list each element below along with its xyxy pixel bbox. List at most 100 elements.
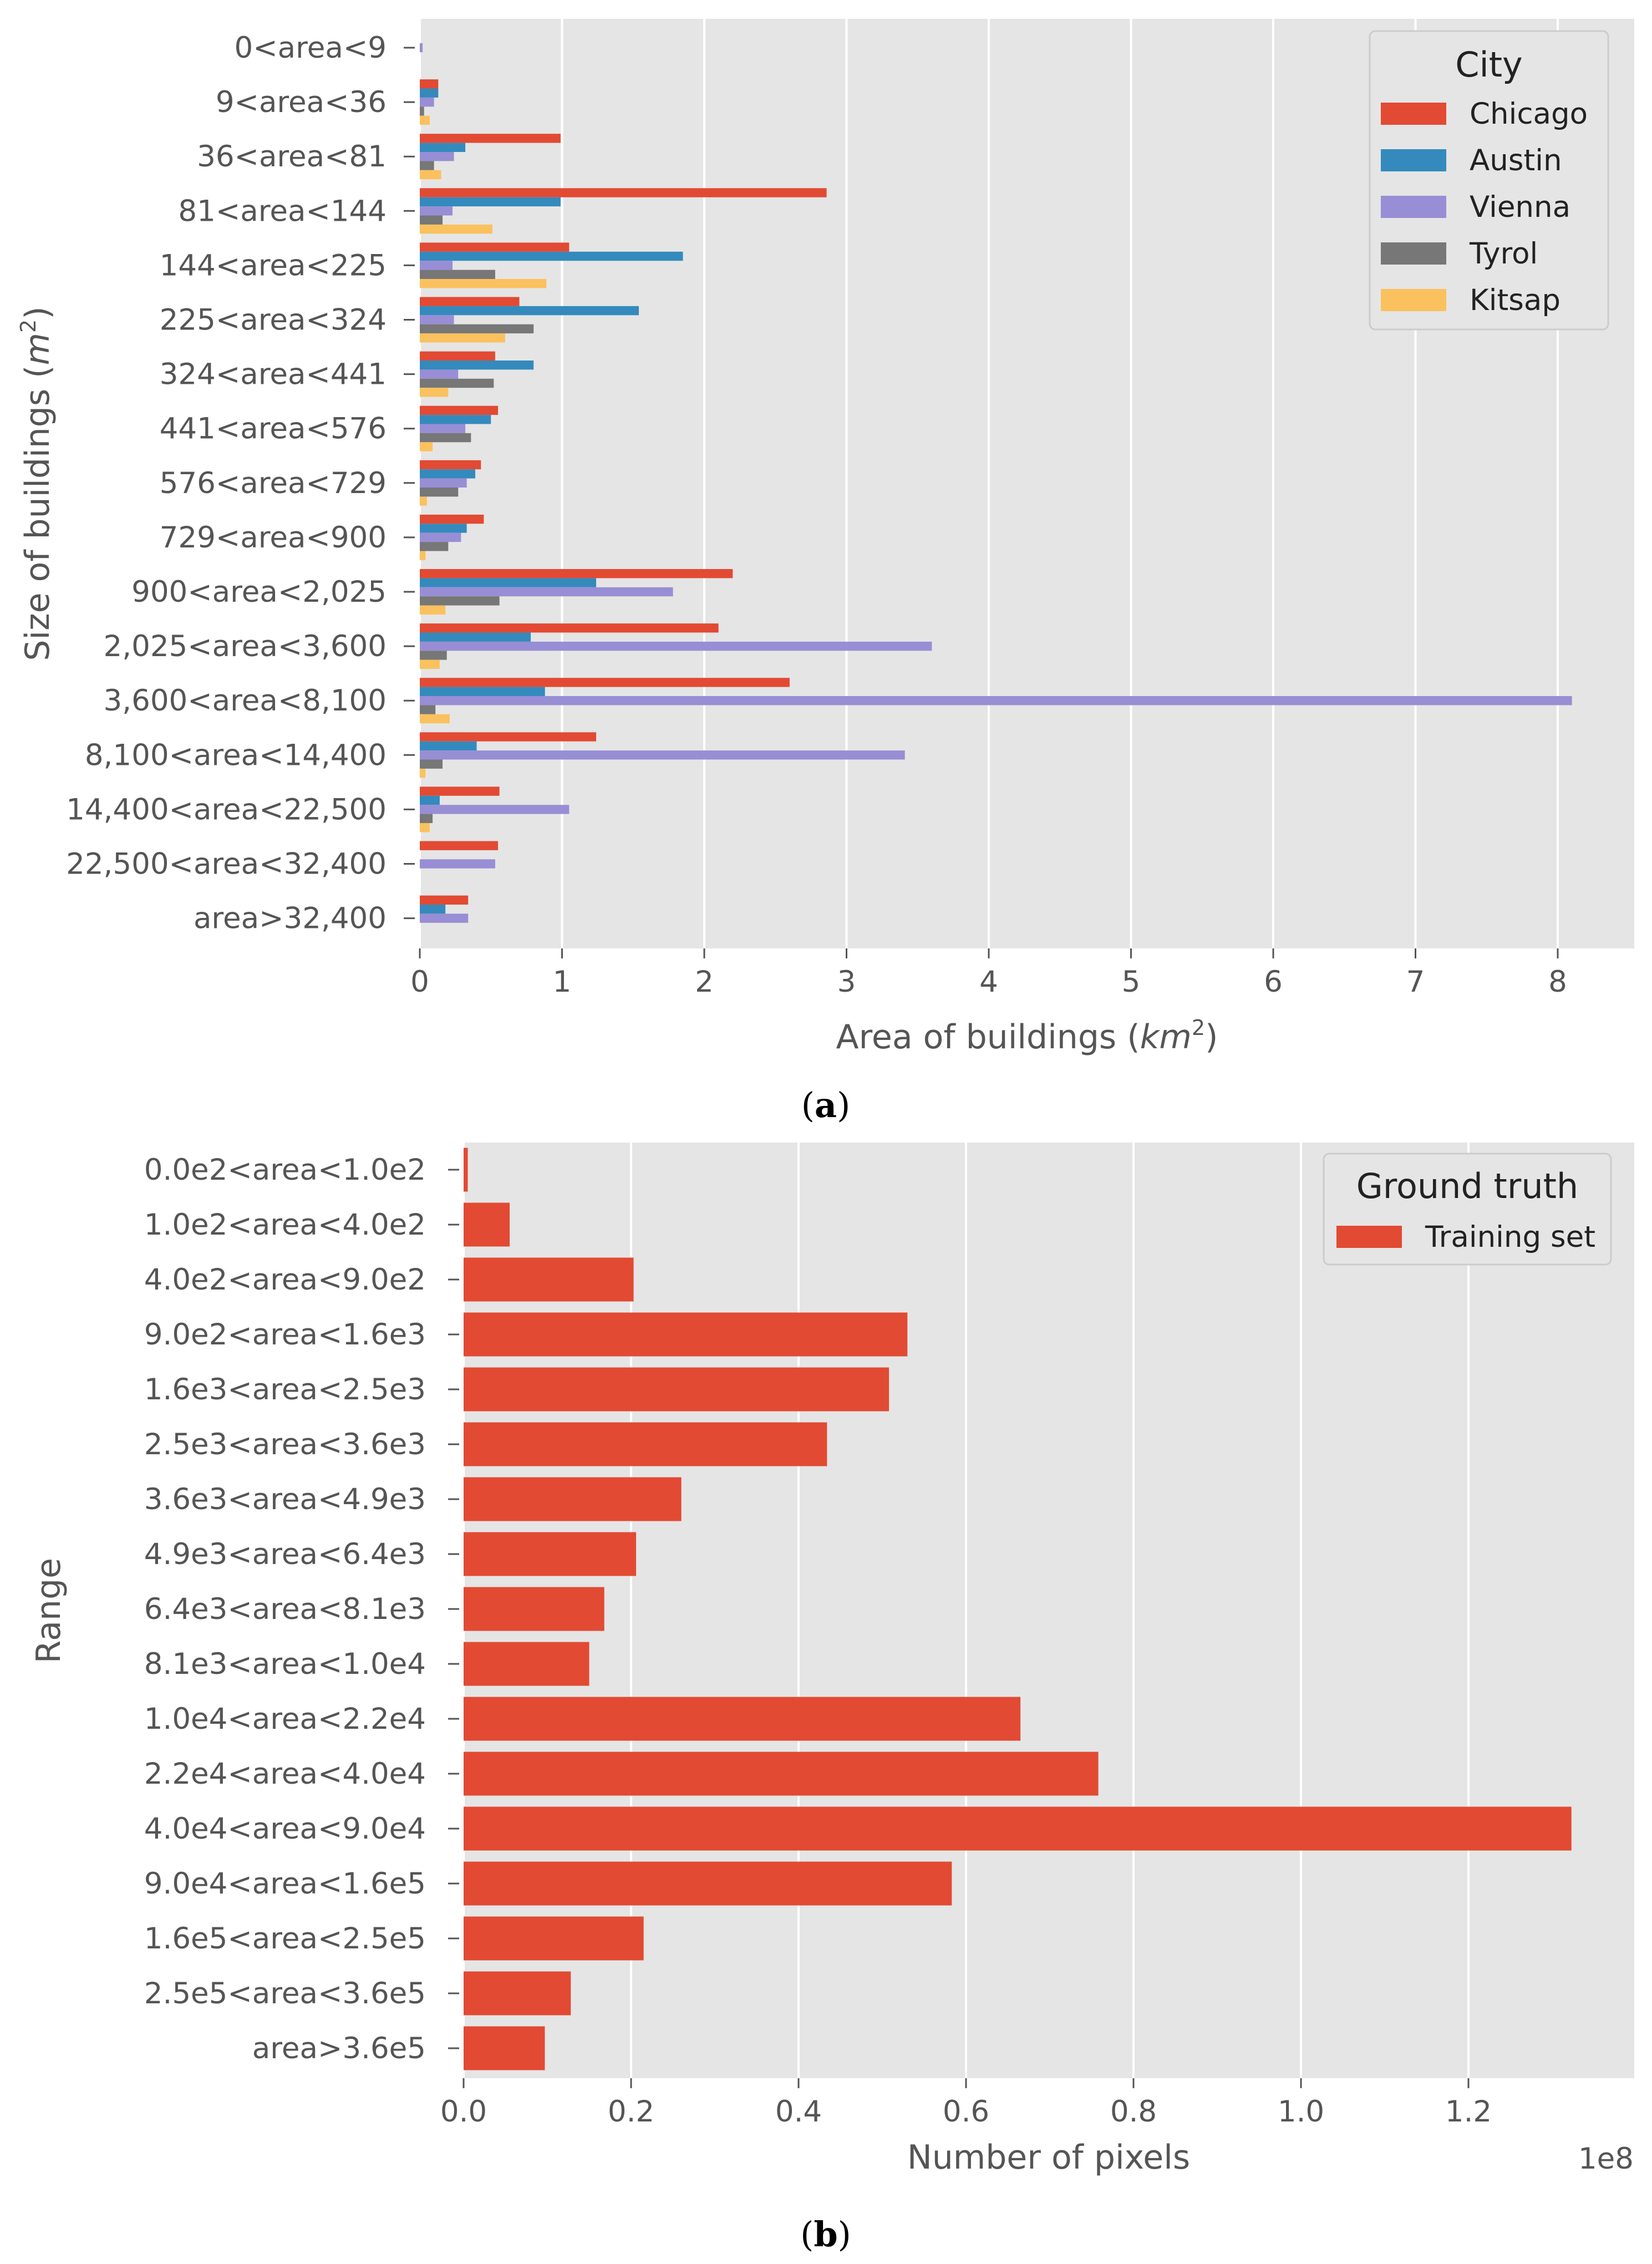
chart-b-x-tick-label: 0.6	[943, 2095, 989, 2129]
bar-kitsap-10	[420, 605, 446, 615]
bar-tyrol-6	[420, 378, 494, 388]
chart-a-y-axis-label: Size of buildings (m2)	[16, 306, 57, 661]
bar-chicago-4	[420, 242, 570, 252]
chart-b-bars	[464, 1148, 1572, 2070]
bar-chicago-8	[420, 460, 481, 470]
bar-training-set-2	[464, 1257, 634, 1302]
chart-b-x-ticks: 0.0 0.2 0.4 0.6 0.8 1.0 1.2	[440, 2078, 1492, 2129]
legend-swatch-kitsap	[1381, 289, 1446, 311]
bar-training-set-10	[464, 1697, 1021, 1741]
bar-austin-13	[420, 741, 477, 751]
bar-training-set-14	[464, 1916, 644, 1961]
chart-a-x-tick-label: 3	[837, 965, 856, 999]
chart-a-y-tick-label: 324<area<441	[160, 358, 387, 392]
bar-tyrol-10	[420, 596, 500, 606]
chart-a-y-tick-label: 900<area<2,025	[131, 575, 387, 609]
chart-b-y-tick-label: 9.0e4<area<1.6e5	[144, 1867, 426, 1901]
chart-a-x-tick-label: 6	[1264, 965, 1283, 999]
bar-training-set-11	[464, 1752, 1099, 1796]
bar-chicago-16	[420, 895, 469, 905]
chart-b-x-tick-label: 0.8	[1110, 2095, 1157, 2129]
chart-b-caption: (b)	[800, 2214, 851, 2255]
bar-chicago-14	[420, 786, 500, 796]
bar-tyrol-13	[420, 759, 443, 769]
bar-kitsap-2	[420, 170, 441, 180]
bar-vienna-10	[420, 587, 673, 597]
chart-a-y-tick-label: 0<area<9	[235, 31, 387, 65]
chart-b-legend-title: Ground truth	[1356, 1166, 1578, 1206]
chart-a-legend-title: City	[1455, 44, 1523, 85]
legend-swatch-training-set	[1336, 1226, 1402, 1248]
bar-austin-2	[420, 143, 466, 152]
chart-b-x-tick-label: 0.2	[608, 2095, 654, 2129]
bar-training-set-0	[464, 1148, 468, 1192]
chart-a-x-tick-label: 4	[979, 965, 998, 999]
chart-b-x-tick-label: 0.0	[440, 2095, 487, 2129]
bar-training-set-13	[464, 1861, 952, 1906]
bar-training-set-5	[464, 1422, 827, 1466]
bar-chicago-15	[420, 841, 499, 850]
legend-label-austin: Austin	[1470, 144, 1562, 177]
bar-austin-12	[420, 687, 545, 696]
chart-a-y-tick-label: 441<area<576	[160, 412, 387, 446]
bar-tyrol-1	[420, 106, 424, 116]
bar-training-set-12	[464, 1806, 1572, 1851]
chart-a-x-tick-label: 5	[1122, 965, 1141, 999]
chart-b-y-axis-label: Range	[29, 1558, 68, 1663]
bar-chicago-7	[420, 405, 499, 415]
chart-a-x-tick-label: 1	[553, 965, 572, 999]
chart-a-y-tick-label: 3,600<area<8,100	[104, 684, 387, 718]
bar-training-set-3	[464, 1312, 908, 1357]
chart-a-x-axis-label: Area of buildings (km2)	[836, 1016, 1218, 1057]
bar-chicago-13	[420, 732, 597, 742]
chart-a-y-tick-label: 8,100<area<14,400	[85, 738, 387, 772]
bar-austin-10	[420, 578, 597, 587]
bar-kitsap-7	[420, 442, 433, 451]
chart-b-y-tick-label: 4.9e3<area<6.4e3	[144, 1537, 426, 1571]
bar-training-set-8	[464, 1587, 604, 1631]
legend-swatch-austin	[1381, 149, 1446, 171]
chart-b-y-tick-label: 4.0e2<area<9.0e2	[144, 1263, 426, 1297]
bar-vienna-3	[420, 206, 453, 216]
legend-label-chicago: Chicago	[1470, 97, 1588, 131]
bar-kitsap-4	[420, 279, 547, 288]
chart-b: 0.0e2<area<1.0e2 1.0e2<area<4.0e2 4.0e2<ar…	[29, 1143, 1634, 2255]
bar-vienna-8	[420, 478, 467, 488]
chart-b-x-tick-label: 1.0	[1278, 2095, 1324, 2129]
legend-swatch-chicago	[1381, 103, 1446, 125]
chart-b-y-tick-label: 6.4e3<area<8.1e3	[144, 1592, 426, 1626]
bar-chicago-5	[420, 297, 520, 306]
chart-a-y-tick-label: 576<area<729	[160, 466, 387, 500]
chart-b-y-tick-label: 1.6e5<area<2.5e5	[144, 1922, 426, 1956]
bar-kitsap-6	[420, 388, 449, 397]
chart-a-y-tick-label: 22,500<area<32,400	[66, 847, 387, 881]
bar-austin-5	[420, 306, 639, 316]
bar-austin-16	[420, 905, 446, 914]
chart-b-x-scale-label: 1e8	[1578, 2142, 1634, 2176]
chart-a-x-tick-label: 7	[1406, 965, 1425, 999]
bar-vienna-9	[420, 532, 461, 542]
bar-tyrol-7	[420, 433, 471, 443]
bar-tyrol-8	[420, 488, 459, 497]
legend-swatch-tyrol	[1381, 242, 1446, 265]
chart-a-y-tick-label: 144<area<225	[160, 248, 387, 282]
chart-b-y-tick-label: 1.0e2<area<4.0e2	[144, 1208, 426, 1242]
bar-chicago-1	[420, 79, 439, 89]
chart-b-y-tick-label: 8.1e3<area<1.0e4	[144, 1647, 426, 1681]
chart-b-y-tick-label: 2.5e5<area<3.6e5	[144, 1977, 426, 2011]
chart-b-y-tick-label: 3.6e3<area<4.9e3	[144, 1483, 426, 1516]
legend-swatch-vienna	[1381, 196, 1446, 218]
chart-b-y-tick-label: 1.6e3<area<2.5e3	[144, 1373, 426, 1407]
chart-a-x-tick-label: 2	[695, 965, 714, 999]
chart-b-y-ticks: 0.0e2<area<1.0e2 1.0e2<area<4.0e2 4.0e2<ar…	[144, 1153, 459, 2065]
bar-vienna-7	[420, 424, 466, 433]
chart-b-y-tick-label: 0.0e2<area<1.0e2	[144, 1153, 426, 1187]
bar-kitsap-5	[420, 333, 505, 343]
chart-a-legend: City Chicago Austin Vienna Tyrol Kitsap	[1369, 30, 1609, 331]
bar-kitsap-13	[420, 768, 426, 778]
bar-austin-7	[420, 415, 491, 424]
bar-vienna-2	[420, 152, 454, 161]
bar-austin-6	[420, 361, 534, 370]
bar-training-set-6	[464, 1477, 682, 1521]
bar-vienna-11	[420, 641, 932, 651]
